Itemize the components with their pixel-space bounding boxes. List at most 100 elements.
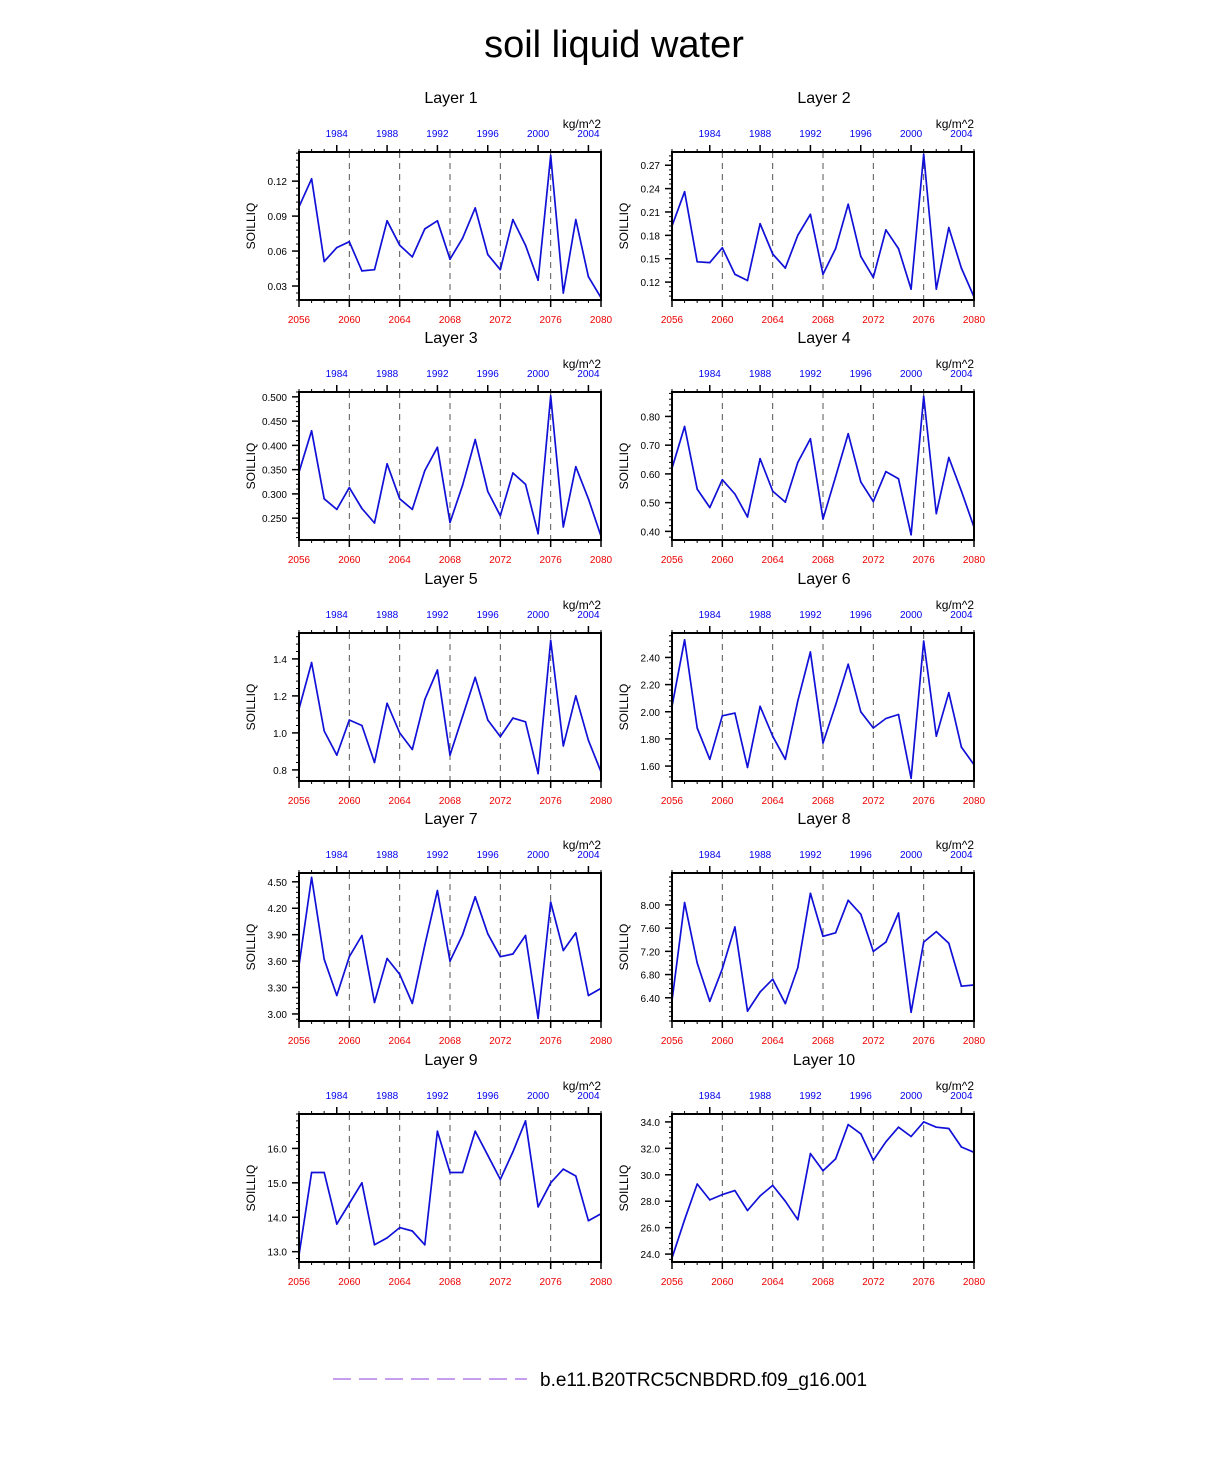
data-point — [336, 754, 338, 756]
data-point — [348, 1202, 351, 1205]
bottom-tick-label: 2072 — [489, 555, 512, 566]
data-point — [398, 973, 401, 976]
data-point — [323, 730, 326, 732]
plot-frame — [671, 391, 975, 541]
data-point — [336, 246, 338, 249]
top-tick-label: 1984 — [326, 850, 349, 861]
data-point — [746, 516, 749, 518]
bottom-tick-label: 2060 — [711, 796, 734, 807]
bottom-tick-label: 2076 — [913, 796, 936, 807]
data-point — [910, 1135, 912, 1138]
top-tick-label: 2000 — [527, 129, 550, 140]
data-point — [587, 498, 590, 500]
panel-layer-6: Layer 6 kg/m^2 SOILLIQ 2056 2060 2064 2068 2072… — [617, 571, 986, 807]
y-tick-label: 0.03 — [268, 282, 288, 293]
bottom-tick-label: 2064 — [762, 1277, 785, 1288]
top-tick-label: 1992 — [426, 610, 449, 621]
bottom-tick-label: 2080 — [963, 555, 986, 566]
data-point — [960, 746, 963, 748]
data-point — [411, 1002, 414, 1005]
plot-frame — [298, 632, 602, 782]
data-point — [822, 518, 824, 520]
bottom-tick-label: 2072 — [862, 315, 885, 326]
y-tick-label: 0.06 — [268, 247, 288, 258]
y-tick-label: 0.40 — [641, 527, 661, 538]
top-tick-label: 1992 — [426, 1091, 449, 1102]
data-point — [474, 438, 477, 441]
units-label: kg/m^2 — [936, 117, 975, 131]
units-label: kg/m^2 — [563, 838, 602, 852]
bottom-tick-label: 2076 — [540, 315, 563, 326]
data-point — [834, 704, 837, 706]
data-point — [562, 745, 565, 747]
data-point — [759, 222, 761, 225]
y-tick-label: 1.0 — [273, 729, 287, 740]
y-tick-label: 0.18 — [641, 231, 661, 242]
data-point — [809, 438, 812, 440]
data-point — [683, 425, 686, 428]
data-point — [885, 229, 887, 231]
data-point — [897, 478, 900, 480]
top-tick-label: 2000 — [900, 850, 923, 861]
panel-layer-2: Layer 2 kg/m^2 SOILLIQ 2056 2060 2064 2068 2072… — [617, 90, 986, 326]
top-tick-label: 2000 — [527, 850, 550, 861]
data-point — [872, 276, 875, 279]
data-point — [922, 153, 925, 156]
top-tick-label: 1984 — [326, 129, 349, 140]
data-point — [885, 717, 887, 720]
legend-label: b.e11.B20TRC5CNBDRD.f09_g16.001 — [540, 1370, 867, 1391]
data-point — [935, 288, 938, 290]
data-point — [834, 932, 837, 934]
y-tick-label: 0.15 — [641, 255, 661, 266]
data-point — [709, 506, 711, 509]
data-point — [771, 978, 774, 980]
data-point — [474, 1130, 477, 1132]
data-point — [499, 268, 502, 271]
top-tick-label: 1988 — [376, 129, 399, 140]
data-point — [860, 1133, 862, 1135]
bottom-tick-label: 2080 — [590, 315, 613, 326]
y-tick-label: 26.0 — [641, 1224, 661, 1235]
y-tick-label: 0.12 — [641, 278, 661, 289]
units-label: kg/m^2 — [936, 838, 975, 852]
data-point — [549, 901, 552, 903]
data-point — [834, 476, 837, 478]
bottom-tick-label: 2056 — [661, 315, 684, 326]
data-point — [336, 1223, 338, 1225]
y-tick-label: 4.20 — [268, 904, 288, 915]
data-point — [847, 1123, 849, 1126]
bottom-tick-label: 2056 — [288, 1277, 311, 1288]
data-point — [809, 213, 812, 216]
top-tick-label: 2004 — [577, 1091, 600, 1102]
top-tick-label: 1996 — [850, 369, 873, 380]
plot-frame — [671, 872, 975, 1022]
data-point — [436, 669, 439, 671]
panel-layer-1: Layer 1 kg/m^2 SOILLIQ 2056 2060 2064 2068 2072… — [244, 90, 613, 326]
top-tick-label: 2000 — [900, 610, 923, 621]
data-point — [822, 742, 824, 744]
bottom-tick-label: 2060 — [338, 555, 361, 566]
data-point — [424, 469, 426, 472]
figure-title: soil liquid water — [484, 24, 744, 66]
top-tick-label: 1984 — [699, 1091, 722, 1102]
panel-layer-3: Layer 3 kg/m^2 SOILLIQ 2056 2060 2064 2068 2072… — [244, 330, 613, 566]
data-point — [373, 1244, 376, 1246]
units-label: kg/m^2 — [936, 598, 975, 612]
data-point — [537, 1017, 539, 1020]
bottom-tick-label: 2056 — [288, 796, 311, 807]
top-tick-label: 1992 — [426, 850, 449, 861]
data-point — [361, 1182, 363, 1184]
bottom-tick-label: 2068 — [812, 555, 835, 566]
data-point — [436, 1130, 439, 1132]
data-point — [746, 766, 749, 769]
data-point — [474, 896, 477, 898]
data-point — [872, 1159, 875, 1162]
data-point — [499, 735, 502, 738]
top-tick-label: 1984 — [326, 610, 349, 621]
bottom-tick-label: 2072 — [489, 796, 512, 807]
top-tick-label: 1988 — [376, 369, 399, 380]
data-point — [323, 1171, 326, 1174]
y-tick-label: 28.0 — [641, 1197, 661, 1208]
data-point — [499, 955, 502, 958]
bottom-tick-label: 2068 — [812, 1036, 835, 1047]
